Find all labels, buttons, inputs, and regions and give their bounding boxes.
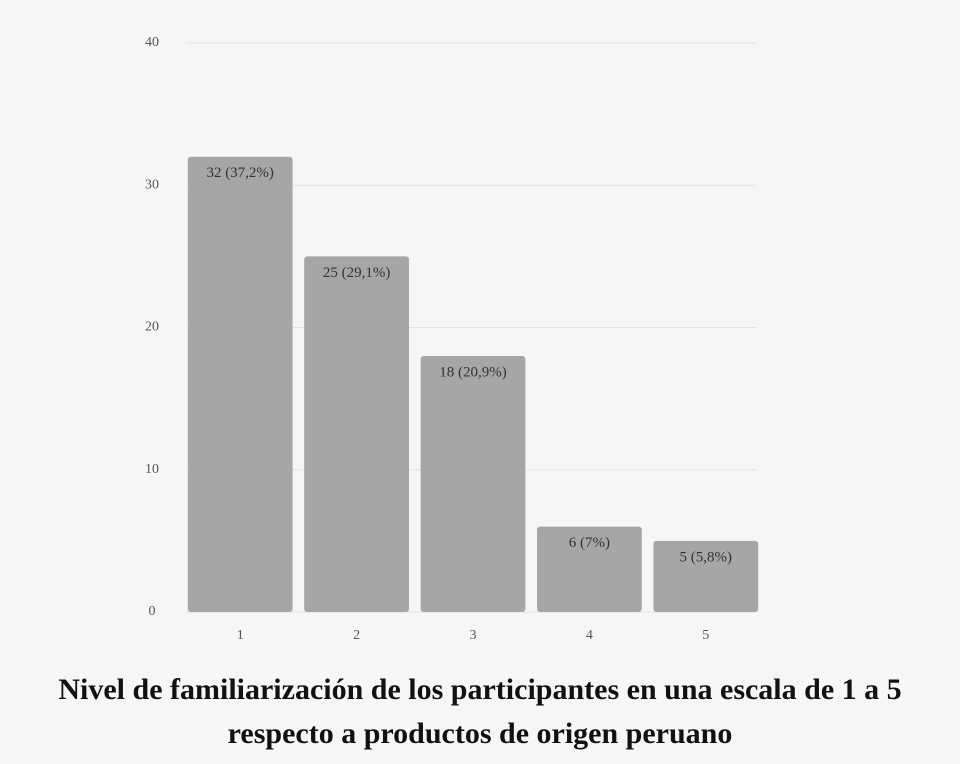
- x-tick-label: 4: [586, 628, 593, 643]
- chart-title: Nivel de familiarización de los particip…: [58, 673, 902, 750]
- x-tick-label: 3: [470, 628, 477, 643]
- bar: [304, 256, 409, 612]
- x-tick-label: 1: [237, 628, 244, 643]
- y-tick-label: 20: [145, 320, 159, 335]
- bar: [653, 540, 759, 612]
- y-tick-label: 0: [149, 604, 156, 619]
- data-label: 18 (20,9%): [439, 364, 507, 380]
- bar: [187, 156, 293, 613]
- x-tick-label: 5: [702, 628, 709, 643]
- x-tick-label: 2: [353, 628, 360, 643]
- chart: 0 10 20 30 40 1 32 (37,2%) 2 25 (29,1%) 3 18 (20,9…: [145, 35, 759, 643]
- data-label: 32 (37,2%): [206, 165, 274, 181]
- y-tick-label: 10: [145, 462, 159, 477]
- data-label: 25 (29,1%): [323, 265, 391, 281]
- data-label: 6 (7%): [569, 535, 610, 551]
- bar: [420, 355, 526, 612]
- y-tick-label: 30: [145, 177, 159, 192]
- data-label: 5 (5,8%): [680, 549, 733, 565]
- y-tick-label: 40: [145, 35, 159, 50]
- bar: [537, 526, 642, 612]
